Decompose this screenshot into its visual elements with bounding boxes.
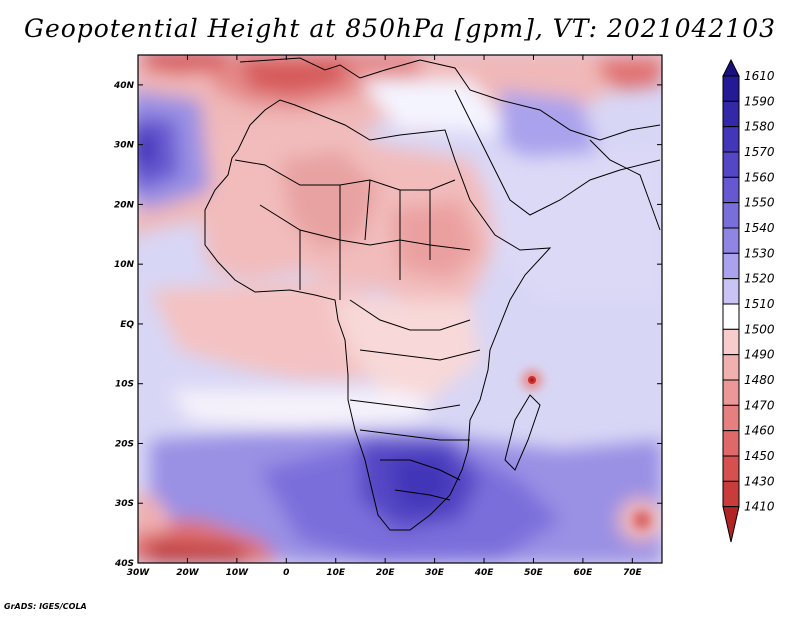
colorbar-label: 1610 (744, 69, 775, 83)
coastlines (204, 57, 661, 531)
colorbar-label: 1430 (744, 474, 775, 488)
colorbar-swatch (722, 75, 740, 102)
colorbar: 1610 1590 1580 1570 1560 1550 1540 1530 1520 1510… (722, 58, 775, 543)
lat-tick-label: EQ (120, 320, 134, 330)
colorbar-label: 1540 (744, 221, 775, 235)
colorbar-swatch (722, 151, 740, 178)
lon-tick-label: 60E (574, 568, 594, 578)
lat-tick-label: 20S (115, 439, 134, 449)
colorbar-label: 1560 (744, 170, 775, 184)
lon-tick-label: 30W (127, 568, 151, 578)
colorbar-swatch (722, 303, 740, 330)
lat-tick-label: 40N (113, 81, 135, 91)
colorbar-swatch (722, 430, 740, 457)
colorbar-swatch (722, 379, 740, 406)
colorbar-label: 1470 (744, 398, 775, 412)
colorbar-swatch (722, 404, 740, 432)
lon-tick-label: 40E (474, 568, 495, 578)
colorbar-bottom-arrow (722, 506, 740, 543)
lon-tick-label: 10W (226, 568, 250, 578)
colorbar-swatch (722, 278, 740, 305)
lon-tick-label: 20W (176, 568, 200, 578)
colorbar-label: 1450 (744, 449, 775, 463)
colorbar-label: 1570 (744, 145, 775, 159)
colorbar-swatch (722, 480, 740, 508)
colorbar-label: 1460 (744, 424, 775, 438)
colorbar-label: 1490 (744, 348, 775, 362)
credit-text: GrADS: IGES/COLA (4, 602, 87, 611)
lon-tick-label: 20E (376, 568, 396, 578)
colorbar-swatch (722, 328, 740, 356)
colorbar-swatch (722, 176, 740, 204)
lon-tick-label: 30E (425, 568, 445, 578)
map-title: Geopotential Height at 850hPa [gpm], VT:… (23, 14, 777, 43)
colorbar-label: 1530 (744, 246, 775, 260)
lon-tick-label: 50E (524, 568, 544, 578)
lon-tick-label: 70E (623, 568, 643, 578)
colorbar-swatch (722, 126, 740, 153)
lat-tick-label: 20N (114, 200, 135, 210)
colorbar-label: 1510 (744, 297, 775, 311)
colorbar-swatch (722, 252, 740, 280)
lat-tick-label: 10N (114, 260, 135, 270)
latitude-axis: 40N 30N 20N 10N EQ 10S 20S 30S 40S (113, 81, 662, 569)
colorbar-swatch (722, 227, 740, 254)
colorbar-label: 1410 (744, 500, 775, 514)
height-field (138, 55, 662, 563)
map-frame (137, 54, 663, 564)
colorbar-label: 1590 (744, 94, 775, 108)
colorbar-top-arrow (722, 58, 740, 77)
colorbar-label: 1520 (744, 272, 775, 286)
colorbar-label: 1550 (744, 196, 775, 210)
lon-tick-label: 0 (283, 568, 289, 578)
colorbar-label: 1480 (744, 373, 775, 387)
lat-tick-label: 40S (114, 559, 134, 569)
colorbar-swatch (722, 202, 740, 229)
colorbar-swatch (722, 455, 740, 482)
lat-tick-label: 10S (115, 380, 134, 390)
colorbar-swatch (722, 100, 740, 128)
colorbar-swatch (722, 354, 740, 381)
colorbar-label: 1500 (744, 322, 775, 336)
lon-tick-label: 10E (326, 568, 346, 578)
lat-tick-label: 30S (115, 499, 134, 509)
colorbar-label: 1580 (744, 120, 775, 134)
lat-tick-label: 30N (114, 141, 135, 151)
longitude-axis: 30W 20W 10W 0 10E 20E 30E 40E 50E 60E 70E (127, 55, 643, 578)
